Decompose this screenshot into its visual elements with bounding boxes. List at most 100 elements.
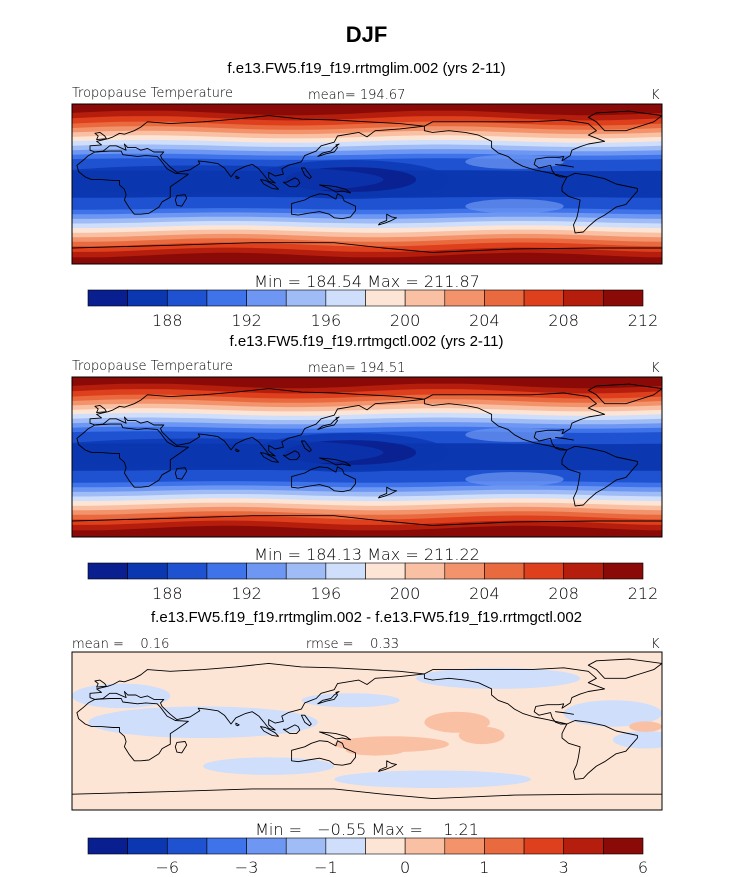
coastline xyxy=(319,731,352,741)
negative-anomaly xyxy=(612,731,662,749)
colorbar-tick-label: −3 xyxy=(235,858,259,877)
coastline xyxy=(317,143,340,157)
coastline xyxy=(378,760,397,772)
panel1-title: f.e13.FW5.f19_f19.rrtmglim.002 (yrs 2-11… xyxy=(227,60,506,77)
colorbar-swatch xyxy=(484,837,525,855)
colorbar-tick-label: 188 xyxy=(152,584,183,603)
panel-frame xyxy=(71,651,663,811)
panel3-title: f.e13.FW5.f19_f19.rrtmglim.002 - f.e13.F… xyxy=(150,609,582,626)
panel2-title: f.e13.FW5.f19_f19.rrtmgctl.002 (yrs 2-11… xyxy=(229,333,504,350)
negative-anomaly xyxy=(203,757,335,775)
coastline xyxy=(555,711,574,715)
panel2-units: K xyxy=(651,361,660,376)
coastline xyxy=(561,445,638,507)
colorbar-swatch xyxy=(87,837,128,855)
coastline xyxy=(555,436,574,441)
negative-anomaly xyxy=(301,693,400,708)
colorbar-tick-label: −6 xyxy=(156,858,180,877)
colorbar-tick-label: 208 xyxy=(548,311,579,330)
negative-anomaly xyxy=(88,706,318,739)
colorbar-swatch xyxy=(404,289,446,307)
colorbar-swatch xyxy=(404,837,446,855)
coastline xyxy=(174,194,188,207)
colorbar-swatch xyxy=(444,837,485,855)
colorbar-swatch xyxy=(563,289,604,307)
coastline xyxy=(317,691,340,705)
coastline xyxy=(89,662,425,731)
colorbar-swatch xyxy=(127,289,168,307)
colorbar-tick-label: 3 xyxy=(559,858,569,877)
coastline xyxy=(561,172,638,234)
panel3-min-max: Min = −0.55 Max = 1.21 xyxy=(255,820,479,839)
cold-core xyxy=(72,438,384,467)
panel2-min-max: Min = 184.13 Max = 211.22 xyxy=(254,545,480,564)
colorbar-tick-label: 192 xyxy=(231,311,262,330)
coastline xyxy=(282,177,301,188)
panel1-units: K xyxy=(651,88,660,103)
coastline xyxy=(72,788,662,810)
colorbar-swatch xyxy=(87,289,128,307)
colorbar-swatch xyxy=(404,562,446,580)
colorbar-tick-label: 196 xyxy=(311,584,342,603)
positive-anomaly xyxy=(345,745,405,756)
colorbar-tick-label: 188 xyxy=(152,311,183,330)
negative-anomaly xyxy=(563,700,662,727)
coastline xyxy=(89,115,425,184)
season-title: DJF xyxy=(345,22,388,47)
coastline xyxy=(94,679,107,688)
colorbar-tick-label: 1 xyxy=(479,858,489,877)
colorbar-tick-label: 212 xyxy=(628,311,659,330)
colorbar-swatch xyxy=(365,562,406,580)
warm-patch xyxy=(465,199,564,214)
coastlines xyxy=(72,383,662,537)
coastline xyxy=(300,167,312,180)
coastline xyxy=(72,242,662,264)
colorbar-swatch xyxy=(563,562,604,580)
colorbar-swatch xyxy=(166,837,208,855)
negative-anomaly xyxy=(334,770,531,789)
colorbar-swatch xyxy=(206,837,247,855)
coastline xyxy=(174,741,188,754)
colorbar-tick-label: 192 xyxy=(231,584,262,603)
coastline xyxy=(94,404,107,414)
coastline xyxy=(76,698,189,762)
coastline xyxy=(587,658,662,679)
colorbar-tick-label: 212 xyxy=(628,584,659,603)
positive-anomaly xyxy=(629,721,662,732)
coastline xyxy=(76,150,189,215)
panel-frame xyxy=(71,376,663,538)
colorbar-swatch xyxy=(325,289,366,307)
colorbar-swatch xyxy=(166,289,208,307)
colorbar-3: −6 −3 −1 0 1 3 6 xyxy=(87,837,648,877)
panel1-min-max: Min = 184.54 Max = 211.87 xyxy=(254,272,480,291)
coastline xyxy=(235,175,240,180)
colorbar-swatch xyxy=(325,837,366,855)
colorbar-swatch xyxy=(484,562,525,580)
colorbar-tick-label: 208 xyxy=(548,584,579,603)
colorbar-swatch xyxy=(206,289,247,307)
colorbar-1: 188 192 196 200 204 208 212 xyxy=(87,289,659,330)
coastline xyxy=(282,450,301,461)
coastline xyxy=(319,457,352,467)
panel2-mean: mean= 194.51 xyxy=(308,361,406,376)
positive-anomaly xyxy=(458,726,505,745)
colorbar-swatch xyxy=(563,837,604,855)
colorbar-tick-label: 6 xyxy=(638,858,648,877)
colorbar-swatch xyxy=(523,837,565,855)
colorbar-swatch xyxy=(523,562,565,580)
coastline xyxy=(561,720,638,780)
coastline xyxy=(300,440,312,453)
colorbar-tick-label: 204 xyxy=(469,311,500,330)
colorbar-tick-label: 200 xyxy=(390,311,421,330)
colorbar-swatch xyxy=(166,562,208,580)
colorbar-swatch xyxy=(603,562,644,580)
coastline xyxy=(378,486,397,499)
coastline xyxy=(89,388,425,457)
colorbar-tick-label: 204 xyxy=(469,584,500,603)
coastline xyxy=(423,667,606,725)
panel3-map xyxy=(72,652,662,810)
negative-anomaly xyxy=(416,667,581,689)
colorbar-swatch xyxy=(246,562,287,580)
colorbar-swatch xyxy=(127,562,168,580)
